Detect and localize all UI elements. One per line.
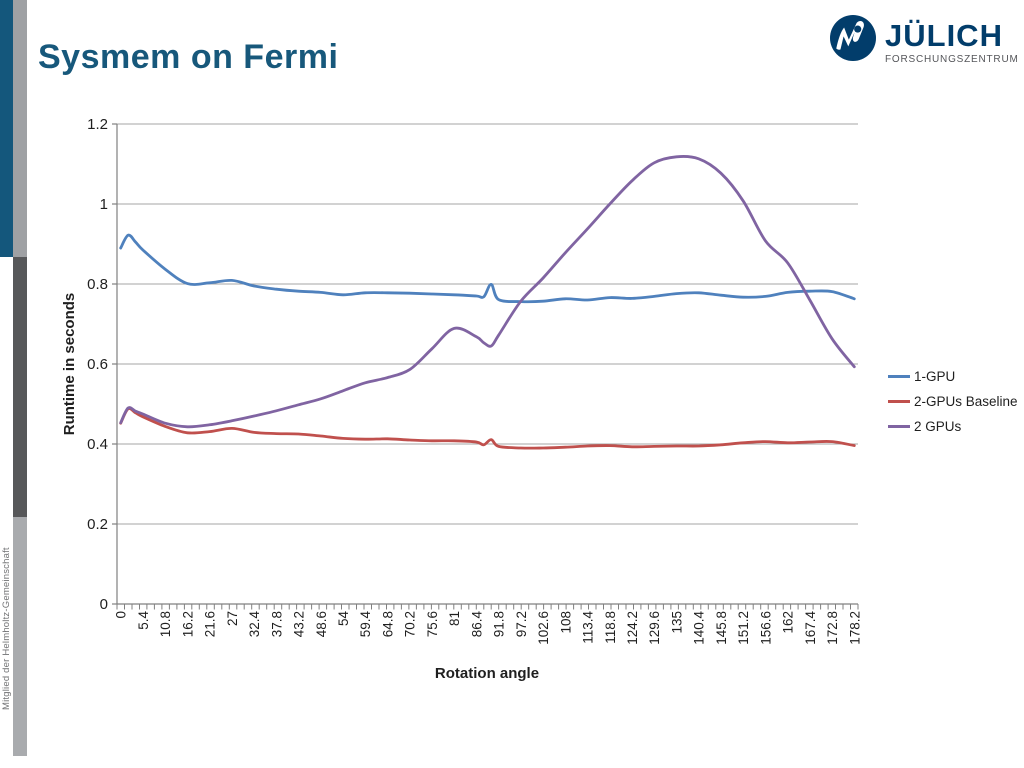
juelich-logo-subtitle: FORSCHUNGSZENTRUM bbox=[885, 54, 1019, 65]
x-tick-label: 5.4 bbox=[136, 611, 151, 630]
x-tick-label: 16.2 bbox=[180, 611, 195, 637]
x-tick-label: 37.8 bbox=[269, 611, 284, 637]
x-tick-label: 172.8 bbox=[825, 611, 840, 645]
legend-item-1-gpu: 1-GPU bbox=[888, 368, 1018, 384]
x-tick-label: 48.6 bbox=[314, 611, 329, 637]
sidebar-gray-strip-bottom bbox=[13, 517, 27, 756]
legend-label: 2 GPUs bbox=[914, 418, 962, 434]
x-tick-label: 140.4 bbox=[692, 611, 707, 645]
x-tick-label: 32.4 bbox=[247, 611, 262, 638]
juelich-logo-mark-icon bbox=[830, 15, 876, 61]
x-tick-label: 59.4 bbox=[358, 611, 373, 638]
y-tick-label: 0.8 bbox=[87, 276, 108, 293]
sidebar-accent-blue-bar bbox=[0, 0, 13, 257]
x-tick-label: 70.2 bbox=[403, 611, 418, 637]
y-tick-label: 1.2 bbox=[87, 116, 108, 133]
series-line-1-gpu bbox=[119, 233, 856, 304]
page-title: Sysmem on Fermi bbox=[38, 38, 339, 76]
x-tick-label: 43.2 bbox=[292, 611, 307, 637]
chart-legend: 1-GPU 2-GPUs Baseline 2 GPUs bbox=[888, 369, 1018, 444]
x-tick-label: 102.6 bbox=[536, 611, 551, 645]
x-tick-label: 81 bbox=[447, 611, 462, 626]
x-tick-label: 167.4 bbox=[803, 611, 818, 645]
x-tick-label: 54 bbox=[336, 611, 351, 627]
x-axis-title: Rotation angle bbox=[435, 665, 539, 682]
sidebar-gray-strip-top bbox=[13, 0, 27, 257]
x-tick-label: 135 bbox=[670, 611, 685, 634]
y-tick-label: 0.6 bbox=[87, 356, 108, 373]
x-tick-label: 27 bbox=[225, 611, 240, 626]
y-axis-ticks-labels: 0 0.2 0.4 0.6 0.8 1 1.2 bbox=[87, 116, 117, 613]
x-tick-label: 151.2 bbox=[736, 611, 751, 645]
legend-label: 2-GPUs Baseline bbox=[914, 393, 1018, 409]
x-tick-label: 86.4 bbox=[469, 611, 484, 638]
y-tick-label: 0 bbox=[100, 596, 108, 613]
x-tick-label: 162 bbox=[781, 611, 796, 634]
y-axis-title: Runtime in seconds bbox=[61, 293, 78, 436]
y-tick-label: 0.2 bbox=[87, 516, 108, 533]
series-line-2-gpus bbox=[119, 155, 856, 429]
juelich-logo-name: JÜLICH bbox=[885, 18, 1003, 53]
x-tick-labels: 0 5.4 10.8 16.2 21.6 27 32.4 37.8 43.2 48.6 54 59.4… bbox=[114, 611, 863, 645]
y-tick-label: 1 bbox=[100, 196, 108, 213]
legend-label: 1-GPU bbox=[914, 368, 956, 384]
x-tick-label: 108 bbox=[558, 611, 573, 634]
legend-item-2-gpus-baseline: 2-GPUs Baseline bbox=[888, 393, 1018, 409]
x-tick-label: 91.8 bbox=[492, 611, 507, 637]
x-tick-label: 97.2 bbox=[514, 611, 529, 637]
series-line-2-gpus-baseline bbox=[119, 407, 856, 450]
x-tick-label: 64.8 bbox=[381, 611, 396, 637]
y-tick-label: 0.4 bbox=[87, 436, 108, 453]
x-tick-label: 10.8 bbox=[158, 611, 173, 637]
x-tick-label: 75.6 bbox=[425, 611, 440, 637]
gridlines bbox=[117, 123, 858, 525]
legend-line-swatch bbox=[888, 399, 910, 403]
x-tick-label: 113.4 bbox=[581, 611, 596, 644]
legend-line-swatch bbox=[888, 424, 910, 428]
x-tick-label: 145.8 bbox=[714, 611, 729, 645]
x-tick-label: 118.8 bbox=[603, 611, 618, 644]
x-axis-ticks bbox=[116, 604, 859, 610]
x-tick-label: 129.6 bbox=[647, 611, 662, 645]
x-tick-label: 21.6 bbox=[203, 611, 218, 637]
x-tick-label: 124.2 bbox=[625, 611, 640, 645]
x-tick-label: 0 bbox=[114, 611, 129, 619]
legend-line-swatch bbox=[888, 374, 910, 378]
series-lines bbox=[119, 155, 856, 450]
sidebar-gray-strip-middle bbox=[13, 257, 27, 517]
juelich-logo-text: JÜLICH FORSCHUNGSZENTRUM bbox=[885, 15, 1019, 66]
legend-item-2-gpus: 2 GPUs bbox=[888, 418, 1018, 434]
x-tick-label: 178.2 bbox=[847, 611, 862, 645]
juelich-logo: JÜLICH FORSCHUNGSZENTRUM bbox=[830, 15, 1019, 65]
x-tick-label: 156.6 bbox=[758, 611, 773, 645]
